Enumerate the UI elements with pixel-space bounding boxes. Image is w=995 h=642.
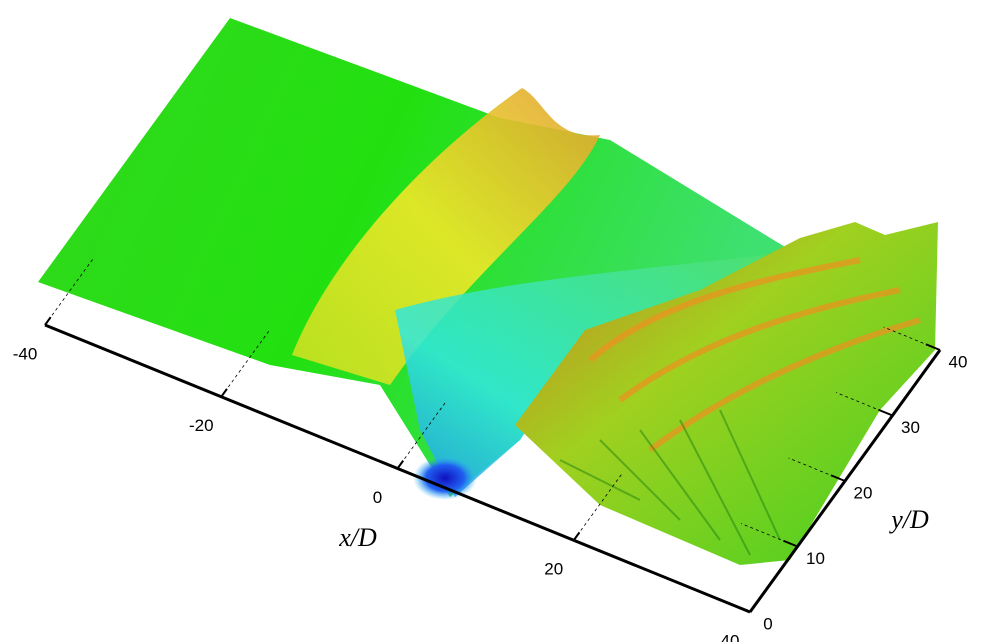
x-tick [396,460,405,470]
y-tick [878,408,893,417]
x-tick [44,316,52,326]
y-tick-label: 20 [854,483,873,502]
y-tick-label: 30 [901,418,920,437]
surface-ridge [292,88,600,385]
y-tick-label: 40 [949,352,968,371]
x-grid-line [573,474,622,541]
y-grid-line [788,457,846,482]
x-grid-line [749,546,798,613]
x-tick-label: -40 [13,344,38,363]
x-tick [572,531,581,541]
surface [38,18,938,565]
y-tick [735,605,751,613]
y-tick-label: 10 [806,549,825,568]
y-grid-line [835,392,893,416]
y-tick [925,343,941,351]
x-tick [749,603,757,613]
y-grid-line [693,588,751,613]
surface-wake-stripes [588,257,921,453]
y-tick [830,474,846,482]
y-grid-line [740,523,798,547]
x-grid-line [220,331,270,397]
x-grid-line [44,259,93,326]
x-tick [220,388,228,398]
x-tick-label: 0 [373,488,382,507]
surface-wake-ripples [559,409,781,556]
y-tick-label: 0 [763,614,772,633]
x-grid-line [397,402,446,469]
surface-dip [413,456,477,500]
y-grid-line [883,326,941,351]
x-tick-label: 20 [544,560,563,579]
x-tick-label: -20 [189,416,214,435]
x-tick-label: 40 [721,631,740,642]
y-tick [783,539,798,548]
x-axis-label: x/D [338,523,377,552]
y-axis-label: y/D [888,505,929,534]
